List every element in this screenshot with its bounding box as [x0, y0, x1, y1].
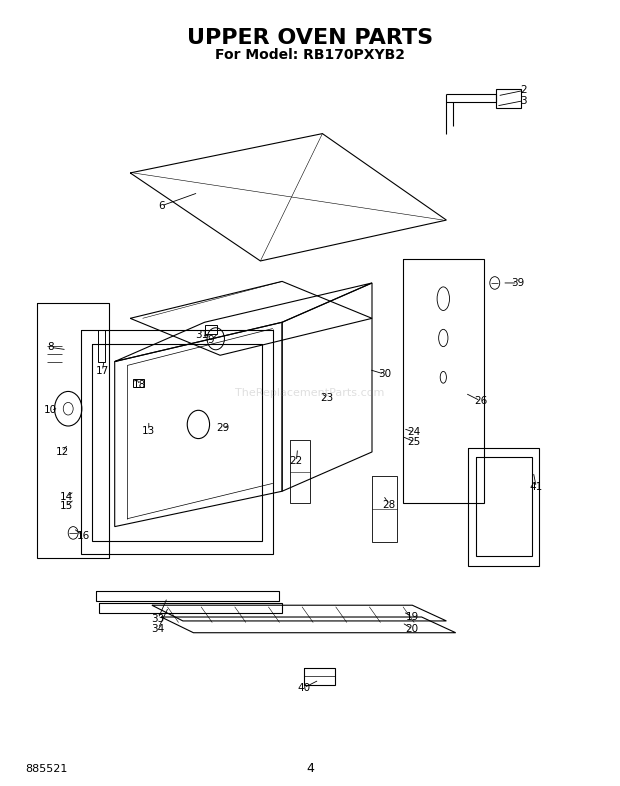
Text: 15: 15	[60, 501, 73, 511]
Text: 8: 8	[48, 343, 54, 352]
Text: 3: 3	[521, 96, 527, 105]
Text: 13: 13	[142, 426, 156, 435]
Text: 16: 16	[77, 531, 91, 541]
Text: 41: 41	[529, 483, 543, 492]
Text: For Model: RB170PXYB2: For Model: RB170PXYB2	[215, 48, 405, 62]
Text: 39: 39	[511, 278, 525, 288]
Text: UPPER OVEN PARTS: UPPER OVEN PARTS	[187, 28, 433, 48]
Text: 2: 2	[521, 86, 527, 95]
Text: 14: 14	[60, 492, 73, 501]
Text: 6: 6	[158, 201, 164, 211]
Text: 33: 33	[151, 614, 165, 623]
Text: 40: 40	[297, 683, 311, 692]
Text: 17: 17	[95, 366, 109, 376]
Text: 26: 26	[474, 396, 487, 406]
Text: 34: 34	[151, 624, 165, 634]
Text: 20: 20	[405, 624, 419, 634]
Text: 885521: 885521	[25, 764, 67, 773]
Text: 22: 22	[290, 457, 303, 466]
Text: 30: 30	[378, 369, 391, 379]
Text: 19: 19	[405, 612, 419, 622]
Text: 9: 9	[208, 336, 214, 345]
Text: 31: 31	[195, 330, 208, 340]
Text: 25: 25	[407, 437, 421, 446]
Text: 23: 23	[321, 393, 334, 402]
Text: 4: 4	[306, 762, 314, 775]
Text: 24: 24	[407, 428, 421, 437]
Text: TheReplacementParts.com: TheReplacementParts.com	[236, 388, 384, 398]
Text: 10: 10	[44, 406, 58, 415]
Text: 29: 29	[216, 424, 230, 433]
Text: 28: 28	[383, 500, 396, 509]
Text: 12: 12	[55, 447, 69, 457]
Text: 18: 18	[133, 380, 146, 390]
